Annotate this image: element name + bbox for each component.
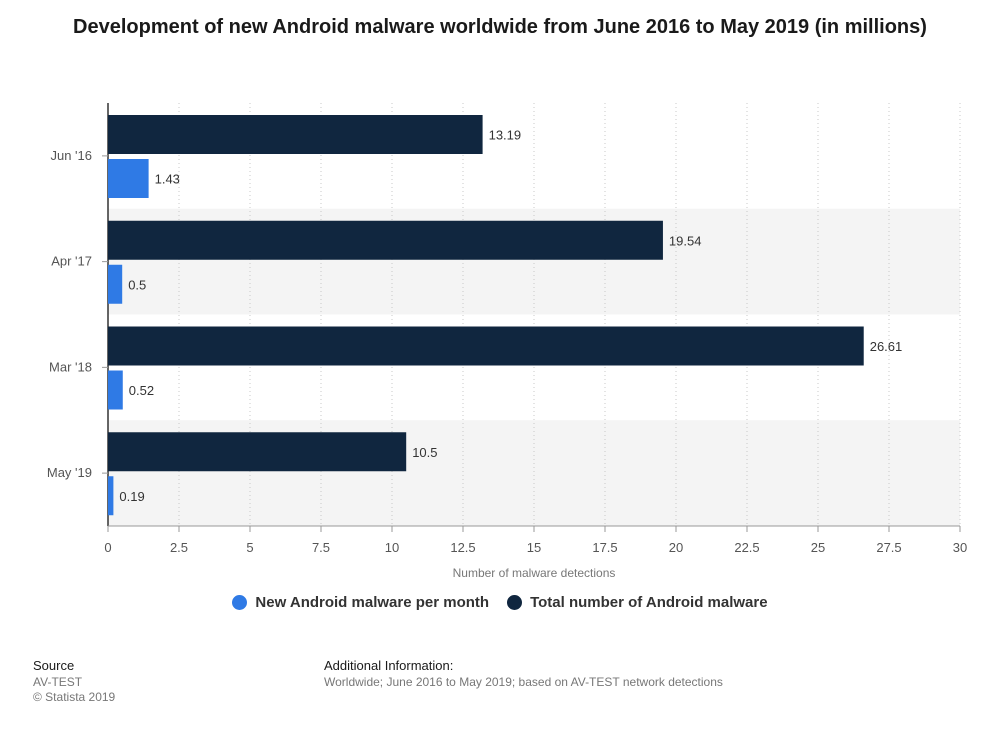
x-tick-label: 30 bbox=[953, 540, 967, 555]
additional-info-heading: Additional Information: bbox=[324, 658, 454, 673]
bar-new bbox=[108, 159, 149, 198]
data-label-total: 19.54 bbox=[669, 233, 702, 248]
data-label-new: 0.19 bbox=[119, 489, 144, 504]
data-label-new: 0.52 bbox=[129, 383, 154, 398]
category-label: Apr '17 bbox=[51, 254, 92, 269]
category-label: Mar '18 bbox=[49, 359, 92, 374]
x-axis-title: Number of malware detections bbox=[453, 566, 616, 580]
legend-dot-total-icon bbox=[507, 595, 523, 610]
legend-item-new[interactable]: New Android malware per month bbox=[232, 594, 489, 611]
bar-new bbox=[108, 264, 123, 304]
legend-label-new: New Android malware per month bbox=[255, 594, 490, 611]
source-copyright: © Statista 2019 bbox=[33, 690, 116, 704]
additional-info-text: Worldwide; June 2016 to May 2019; based … bbox=[324, 675, 723, 689]
chart-title: Development of new Android malware world… bbox=[73, 16, 927, 38]
x-tick-label: 7.5 bbox=[312, 540, 330, 555]
data-label-total: 13.19 bbox=[489, 128, 522, 143]
x-tick-label: 15 bbox=[527, 540, 541, 555]
legend-label-total: Total number of Android malware bbox=[530, 594, 768, 611]
data-label-total: 26.61 bbox=[870, 339, 903, 354]
bar-chart: 0 2.5 5 7.5 10 12.5 15 17.5 20 22.5 25 27.5 30 Number… bbox=[47, 103, 967, 580]
bar-total bbox=[108, 220, 663, 260]
bar-new bbox=[108, 370, 123, 410]
category-label: May '19 bbox=[47, 465, 92, 480]
x-tick-label: 2.5 bbox=[170, 540, 188, 555]
source-heading: Source bbox=[33, 658, 75, 673]
bar-total bbox=[108, 326, 864, 366]
legend-item-total[interactable]: Total number of Android malware bbox=[507, 594, 768, 611]
x-tick-label: 25 bbox=[811, 540, 825, 555]
bar-total bbox=[108, 432, 407, 472]
x-tick-label: 22.5 bbox=[734, 540, 759, 555]
data-label-new: 1.43 bbox=[155, 172, 180, 187]
x-tick-label: 17.5 bbox=[592, 540, 617, 555]
data-label-total: 10.5 bbox=[412, 445, 437, 460]
legend: New Android malware per month Total numb… bbox=[0, 594, 1000, 611]
legend-dot-new-icon bbox=[232, 595, 248, 610]
data-label-new: 0.5 bbox=[128, 277, 146, 292]
bar-total bbox=[108, 115, 483, 154]
bar-new bbox=[108, 476, 114, 516]
source-name: AV-TEST bbox=[33, 675, 83, 689]
x-tick-label: 12.5 bbox=[450, 540, 475, 555]
x-tick-label: 20 bbox=[669, 540, 683, 555]
category-label: Jun '16 bbox=[50, 148, 92, 163]
x-tick-label: 0 bbox=[104, 540, 111, 555]
x-tick-label: 5 bbox=[246, 540, 253, 555]
x-tick-label: 27.5 bbox=[876, 540, 901, 555]
x-tick-label: 10 bbox=[385, 540, 399, 555]
